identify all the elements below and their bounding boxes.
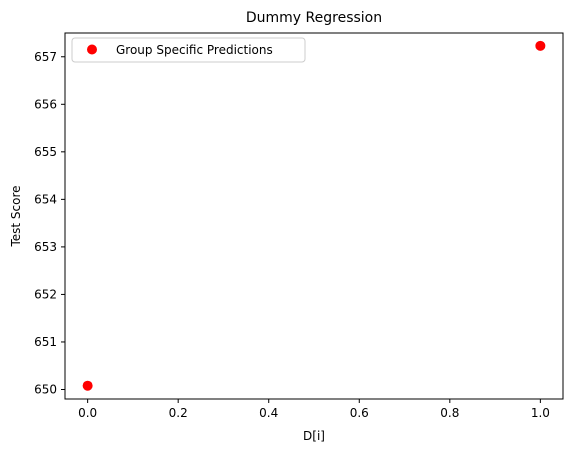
x-tick-label: 0.8 xyxy=(440,406,459,420)
x-tick-label: 0.0 xyxy=(78,406,97,420)
y-tick-label: 652 xyxy=(34,287,57,301)
x-axis-ticks: 0.0 0.2 0.4 0.6 0.8 1.0 xyxy=(78,399,550,420)
x-axis-label: D[i] xyxy=(303,429,325,443)
data-points xyxy=(82,40,546,391)
x-tick-label: 1.0 xyxy=(531,406,550,420)
y-axis-label: Test Score xyxy=(9,185,23,247)
x-tick-label: 0.6 xyxy=(350,406,369,420)
y-tick-label: 655 xyxy=(34,145,57,159)
x-tick-label: 0.2 xyxy=(169,406,188,420)
chart-title: Dummy Regression xyxy=(246,10,382,26)
y-tick-label: 651 xyxy=(34,335,57,349)
legend: Group Specific Predictions xyxy=(71,37,306,63)
y-tick-label: 653 xyxy=(34,240,57,254)
legend-box xyxy=(71,37,306,63)
legend-marker xyxy=(87,44,97,55)
y-tick-label: 654 xyxy=(34,192,57,206)
data-point xyxy=(535,40,546,51)
y-tick-label: 656 xyxy=(34,97,57,111)
y-axis-ticks: 650 651 652 653 654 655 656 657 xyxy=(34,50,65,396)
data-point xyxy=(82,380,93,391)
y-tick-label: 657 xyxy=(34,50,57,64)
plot-area xyxy=(64,32,564,400)
y-tick-label: 650 xyxy=(34,382,57,396)
x-tick-label: 0.4 xyxy=(259,406,278,420)
legend-label: Group Specific Predictions xyxy=(116,43,273,57)
